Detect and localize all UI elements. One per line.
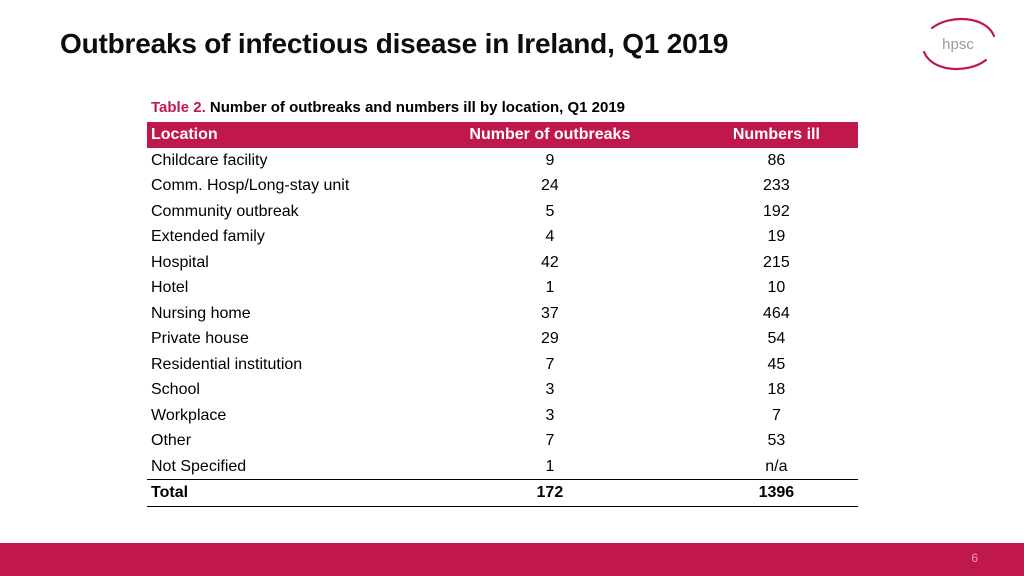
cell-location: Not Specified	[151, 457, 247, 475]
cell-numbers-ill: 7	[771, 406, 781, 424]
cell-location: Residential institution	[151, 355, 303, 373]
table-row: Private house 29 54	[147, 326, 858, 352]
cell-numbers-ill: 86	[767, 151, 786, 169]
cell-numbers-ill: n/a	[765, 457, 788, 475]
cell-location: Other	[151, 432, 192, 449]
cell-numbers-ill: 215	[763, 253, 790, 271]
cell-location: Community outbreak	[151, 202, 299, 220]
page-title: Outbreaks of infectious disease in Irela…	[60, 28, 729, 59]
table-caption: Table 2. Number of outbreaks and numbers…	[151, 99, 625, 116]
table-row: Childcare facility 9 86	[147, 148, 858, 174]
cell-outbreaks: 29	[540, 330, 559, 347]
table-row: School 3 18	[147, 377, 858, 403]
table-row: Workplace 3 7	[147, 403, 858, 429]
table-row: Community outbreak 5 192	[147, 199, 858, 225]
cell-numbers-ill: 53	[767, 432, 786, 449]
cell-location: Extended family	[151, 228, 265, 245]
cell-location: Nursing home	[151, 304, 251, 322]
table-row: Extended family 4 19	[147, 224, 858, 250]
header-numbers-ill: Numbers ill	[732, 126, 820, 143]
cell-location: Hotel	[151, 279, 189, 296]
cell-outbreaks: 37	[540, 304, 559, 322]
table-row: Hotel 1 10	[147, 275, 858, 301]
total-numbers-ill: 1396	[694, 479, 858, 507]
cell-outbreaks: 3	[545, 381, 555, 398]
cell-outbreaks: 1	[545, 279, 555, 296]
table-row: Other 7 53	[147, 428, 858, 454]
cell-outbreaks: 5	[545, 202, 555, 220]
header-location: Location	[151, 126, 218, 143]
cell-numbers-ill: 18	[767, 381, 786, 398]
table-caption-text: Number of outbreaks and numbers ill by l…	[209, 99, 626, 116]
cell-outbreaks: 1	[545, 457, 555, 475]
footer-bar	[0, 543, 1024, 576]
cell-location: School	[151, 381, 200, 398]
cell-location: Comm. Hosp/Long-stay unit	[151, 177, 350, 194]
cell-outbreaks: 24	[540, 177, 559, 194]
cell-numbers-ill: 45	[767, 355, 786, 373]
header-number-of-outbreaks: Number of outbreaks	[469, 126, 631, 143]
table-row: Comm. Hosp/Long-stay unit 24 233	[147, 173, 858, 199]
cell-outbreaks: 7	[545, 355, 555, 373]
cell-location: Hospital	[151, 253, 209, 271]
cell-outbreaks: 3	[545, 406, 555, 424]
cell-numbers-ill: 233	[763, 177, 790, 194]
cell-numbers-ill: 464	[763, 304, 790, 322]
cell-numbers-ill: 192	[763, 202, 790, 220]
cell-numbers-ill: 10	[767, 279, 786, 296]
table-row: Not Specified 1 n/a	[147, 454, 858, 480]
cell-outbreaks: 42	[540, 253, 559, 271]
cell-location: Private house	[151, 330, 249, 347]
page-number: 6	[971, 551, 978, 565]
total-label: Total	[147, 479, 405, 507]
cell-outbreaks: 9	[545, 151, 555, 169]
cell-outbreaks: 7	[545, 432, 555, 449]
cell-numbers-ill: 19	[767, 228, 786, 245]
cell-outbreaks: 4	[545, 228, 555, 245]
table-caption-number: Table 2.	[151, 99, 206, 116]
logo-text: hpsc	[942, 36, 974, 53]
table-row: Nursing home 37 464	[147, 301, 858, 327]
table-total-row: Total 172 1396	[147, 479, 858, 507]
outbreaks-table: Location Number of outbreaks Numbers ill…	[147, 122, 858, 507]
hpsc-logo: hpsc	[922, 17, 996, 71]
table-row: Hospital 42 215	[147, 250, 858, 276]
cell-location: Childcare facility	[151, 151, 268, 169]
table-header-row: Location Number of outbreaks Numbers ill	[147, 122, 858, 148]
table-row: Residential institution 7 45	[147, 352, 858, 378]
cell-location: Workplace	[151, 406, 227, 424]
total-outbreaks: 172	[405, 479, 695, 507]
cell-numbers-ill: 54	[767, 330, 786, 347]
